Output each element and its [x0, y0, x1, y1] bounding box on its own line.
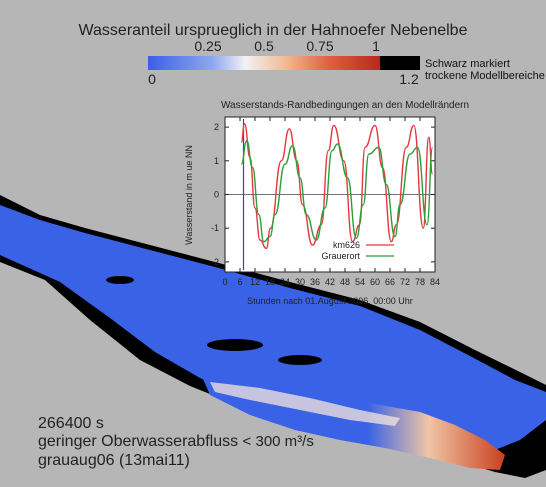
colorbar-tick: 0.5 [254, 38, 274, 54]
flow-label: geringer Oberwasserabfluss [38, 433, 239, 450]
chart-x-tick-label: 30 [295, 277, 305, 287]
chart-y-tick-label: -2 [211, 257, 219, 267]
colorbar [148, 56, 420, 70]
chart-y-tick-label: 2 [214, 122, 219, 132]
chart-x-tick-label: 78 [415, 277, 425, 287]
chart-series-grauerort [240, 139, 434, 243]
chart-x-tick-label: 84 [430, 277, 440, 287]
dry-area-note-line: Schwarz markiert [425, 58, 510, 70]
chart-x-tick-label: 0 [222, 277, 227, 287]
run-id: grauaug06 (13mai11) [38, 452, 190, 469]
dry-island [207, 339, 263, 351]
chart-y-axis-label: Wasserstand in m ue NN [184, 145, 194, 245]
sim-time: 266400 s [38, 415, 104, 432]
colorbar-min-label: 0 [148, 71, 156, 87]
colorbar-max-label: 1.2 [399, 71, 419, 87]
dry-area-note: Schwarz markiert trockene Modellbereiche [425, 58, 545, 82]
chart-title: Wasserstands-Randbedingungen an den Mode… [220, 100, 470, 111]
chart-y-tick-label: 1 [214, 156, 219, 166]
chart-x-tick-label: 54 [355, 277, 365, 287]
flow-value: < 300 m³/s [242, 433, 314, 450]
chart-x-tick-label: 72 [400, 277, 410, 287]
chart-x-tick-label: 12 [250, 277, 260, 287]
chart-x-tick-label: 6 [237, 277, 242, 287]
chart-x-tick-label: 36 [310, 277, 320, 287]
page-title: Wasseranteil ursprueglich in der Hahnoef… [78, 22, 468, 39]
chart-legend-label: km626 [333, 240, 360, 250]
chart-series-km626 [240, 122, 434, 250]
chart-x-tick-label: 18 [265, 277, 275, 287]
dry-island [106, 276, 134, 284]
mixing-streak [210, 382, 400, 426]
colorbar-gradient [148, 56, 380, 70]
chart-y-tick-label: 0 [214, 190, 219, 200]
colorbar-tick: 0.25 [194, 38, 222, 54]
chart-x-tick-label: 48 [340, 277, 350, 287]
colorbar-tick: 1 [372, 38, 380, 54]
flow-condition: geringer Oberwasserabfluss < 300 m³/s [38, 433, 314, 451]
chart-legend-label: Grauerort [321, 251, 360, 261]
chart-x-tick-label: 66 [385, 277, 395, 287]
chart-x-tick-label: 24 [280, 277, 290, 287]
chart-x-tick-label: 60 [370, 277, 380, 287]
colorbar-dry-segment [380, 56, 420, 70]
dry-area-note-line: trockene Modellbereiche [425, 70, 545, 82]
colorbar-tick: 0.75 [306, 38, 334, 54]
chart-x-tick-label: 42 [325, 277, 335, 287]
dry-island [278, 355, 322, 365]
chart-y-tick-label: -1 [211, 223, 219, 233]
chart-x-axis-label: Stunden nach 01.August 2006, 00:00 Uhr [247, 296, 413, 306]
river-channel [0, 205, 546, 452]
